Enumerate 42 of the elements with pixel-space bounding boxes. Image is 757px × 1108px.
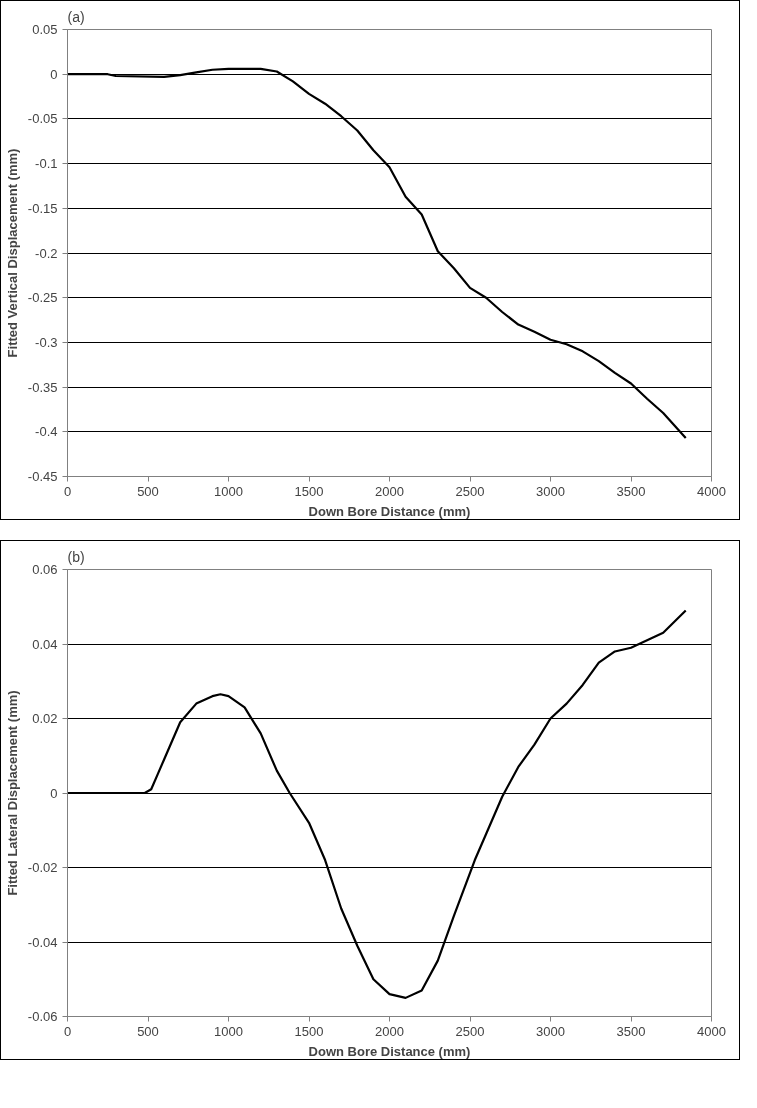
x-tick-label: 2000 (375, 1023, 404, 1039)
x-tick-label: 0 (63, 483, 72, 499)
y-tick-label: -0.35 (27, 379, 58, 395)
y-tick-label: -0.25 (27, 290, 58, 306)
chart-title: (a) (67, 8, 85, 25)
x-tick-label: 0 (63, 1023, 72, 1039)
x-tick-label: 3000 (536, 1023, 565, 1039)
x-tick-label: 3500 (616, 1023, 646, 1039)
y-tick-label: -0.02 (27, 860, 58, 875)
x-tick-label: 1000 (214, 483, 243, 499)
y-tick-label: -0.3 (35, 334, 58, 350)
x-tick-label: 1500 (294, 483, 324, 499)
x-tick-label: 4000 (697, 1023, 726, 1039)
x-axis-title: Down Bore Distance (mm) (308, 1043, 471, 1059)
x-tick-label: 1500 (294, 1023, 324, 1039)
y-tick-label: -0.2 (35, 245, 58, 261)
y-tick-label: 0.06 (32, 562, 58, 577)
y-tick-label: -0.4 (35, 424, 58, 440)
y-tick-label: -0.45 (27, 469, 58, 484)
chart-title: (b) (67, 548, 85, 565)
y-tick-label: -0.04 (27, 934, 58, 950)
x-tick-label: 2000 (375, 483, 404, 499)
x-tick-label: 2500 (455, 1023, 485, 1039)
x-tick-label: 4000 (697, 483, 726, 499)
y-tick-label: 0.05 (32, 22, 58, 37)
x-tick-label: 500 (137, 1023, 159, 1039)
y-tick-label: 0 (50, 785, 58, 801)
y-tick-label: -0.15 (27, 200, 58, 216)
x-tick-label: 3000 (536, 483, 565, 499)
x-tick-label: 2500 (455, 483, 485, 499)
x-tick-label: 3500 (616, 483, 646, 499)
y-tick-label: -0.06 (27, 1009, 58, 1024)
y-tick-label: 0 (50, 66, 58, 82)
x-tick-label: 1000 (214, 1023, 243, 1039)
y-axis-title: Fitted Lateral Displacement (mm) (4, 690, 20, 896)
y-tick-label: 0.04 (32, 636, 58, 652)
y-axis-title: Fitted Vertical Displacement (mm) (4, 148, 20, 358)
y-tick-label: -0.05 (27, 111, 58, 127)
y-tick-label: 0.02 (32, 711, 58, 726)
x-axis-title: Down Bore Distance (mm) (308, 503, 471, 519)
x-tick-label: 500 (137, 483, 159, 499)
y-tick-label: -0.1 (35, 156, 58, 172)
